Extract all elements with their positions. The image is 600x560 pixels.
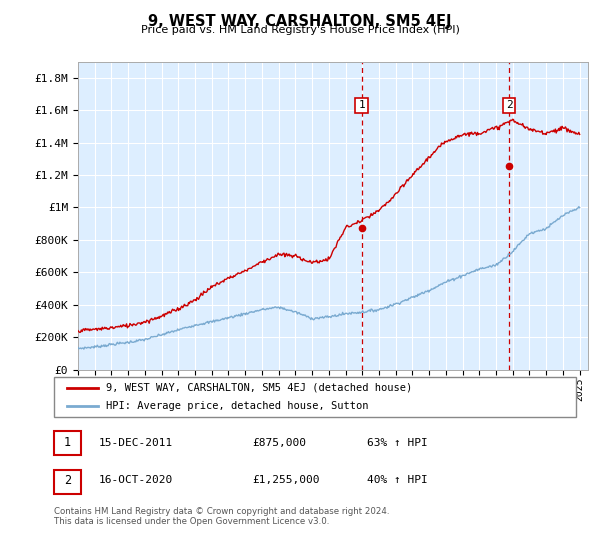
FancyBboxPatch shape [54,431,81,455]
Text: 2: 2 [64,474,71,487]
Text: 9, WEST WAY, CARSHALTON, SM5 4EJ: 9, WEST WAY, CARSHALTON, SM5 4EJ [148,14,452,29]
Text: 9, WEST WAY, CARSHALTON, SM5 4EJ (detached house): 9, WEST WAY, CARSHALTON, SM5 4EJ (detach… [106,383,412,393]
Text: £875,000: £875,000 [253,438,307,447]
Text: 2: 2 [506,100,512,110]
Text: £1,255,000: £1,255,000 [253,475,320,485]
Text: HPI: Average price, detached house, Sutton: HPI: Average price, detached house, Sutt… [106,402,368,411]
FancyBboxPatch shape [54,470,81,494]
FancyBboxPatch shape [54,377,576,417]
Text: 1: 1 [64,436,71,449]
Text: 40% ↑ HPI: 40% ↑ HPI [367,475,428,485]
Text: 1: 1 [358,100,365,110]
Text: Contains HM Land Registry data © Crown copyright and database right 2024.
This d: Contains HM Land Registry data © Crown c… [54,507,389,526]
Text: 15-DEC-2011: 15-DEC-2011 [98,438,173,447]
Text: Price paid vs. HM Land Registry's House Price Index (HPI): Price paid vs. HM Land Registry's House … [140,25,460,35]
Text: 63% ↑ HPI: 63% ↑ HPI [367,438,428,447]
Text: 16-OCT-2020: 16-OCT-2020 [98,475,173,485]
